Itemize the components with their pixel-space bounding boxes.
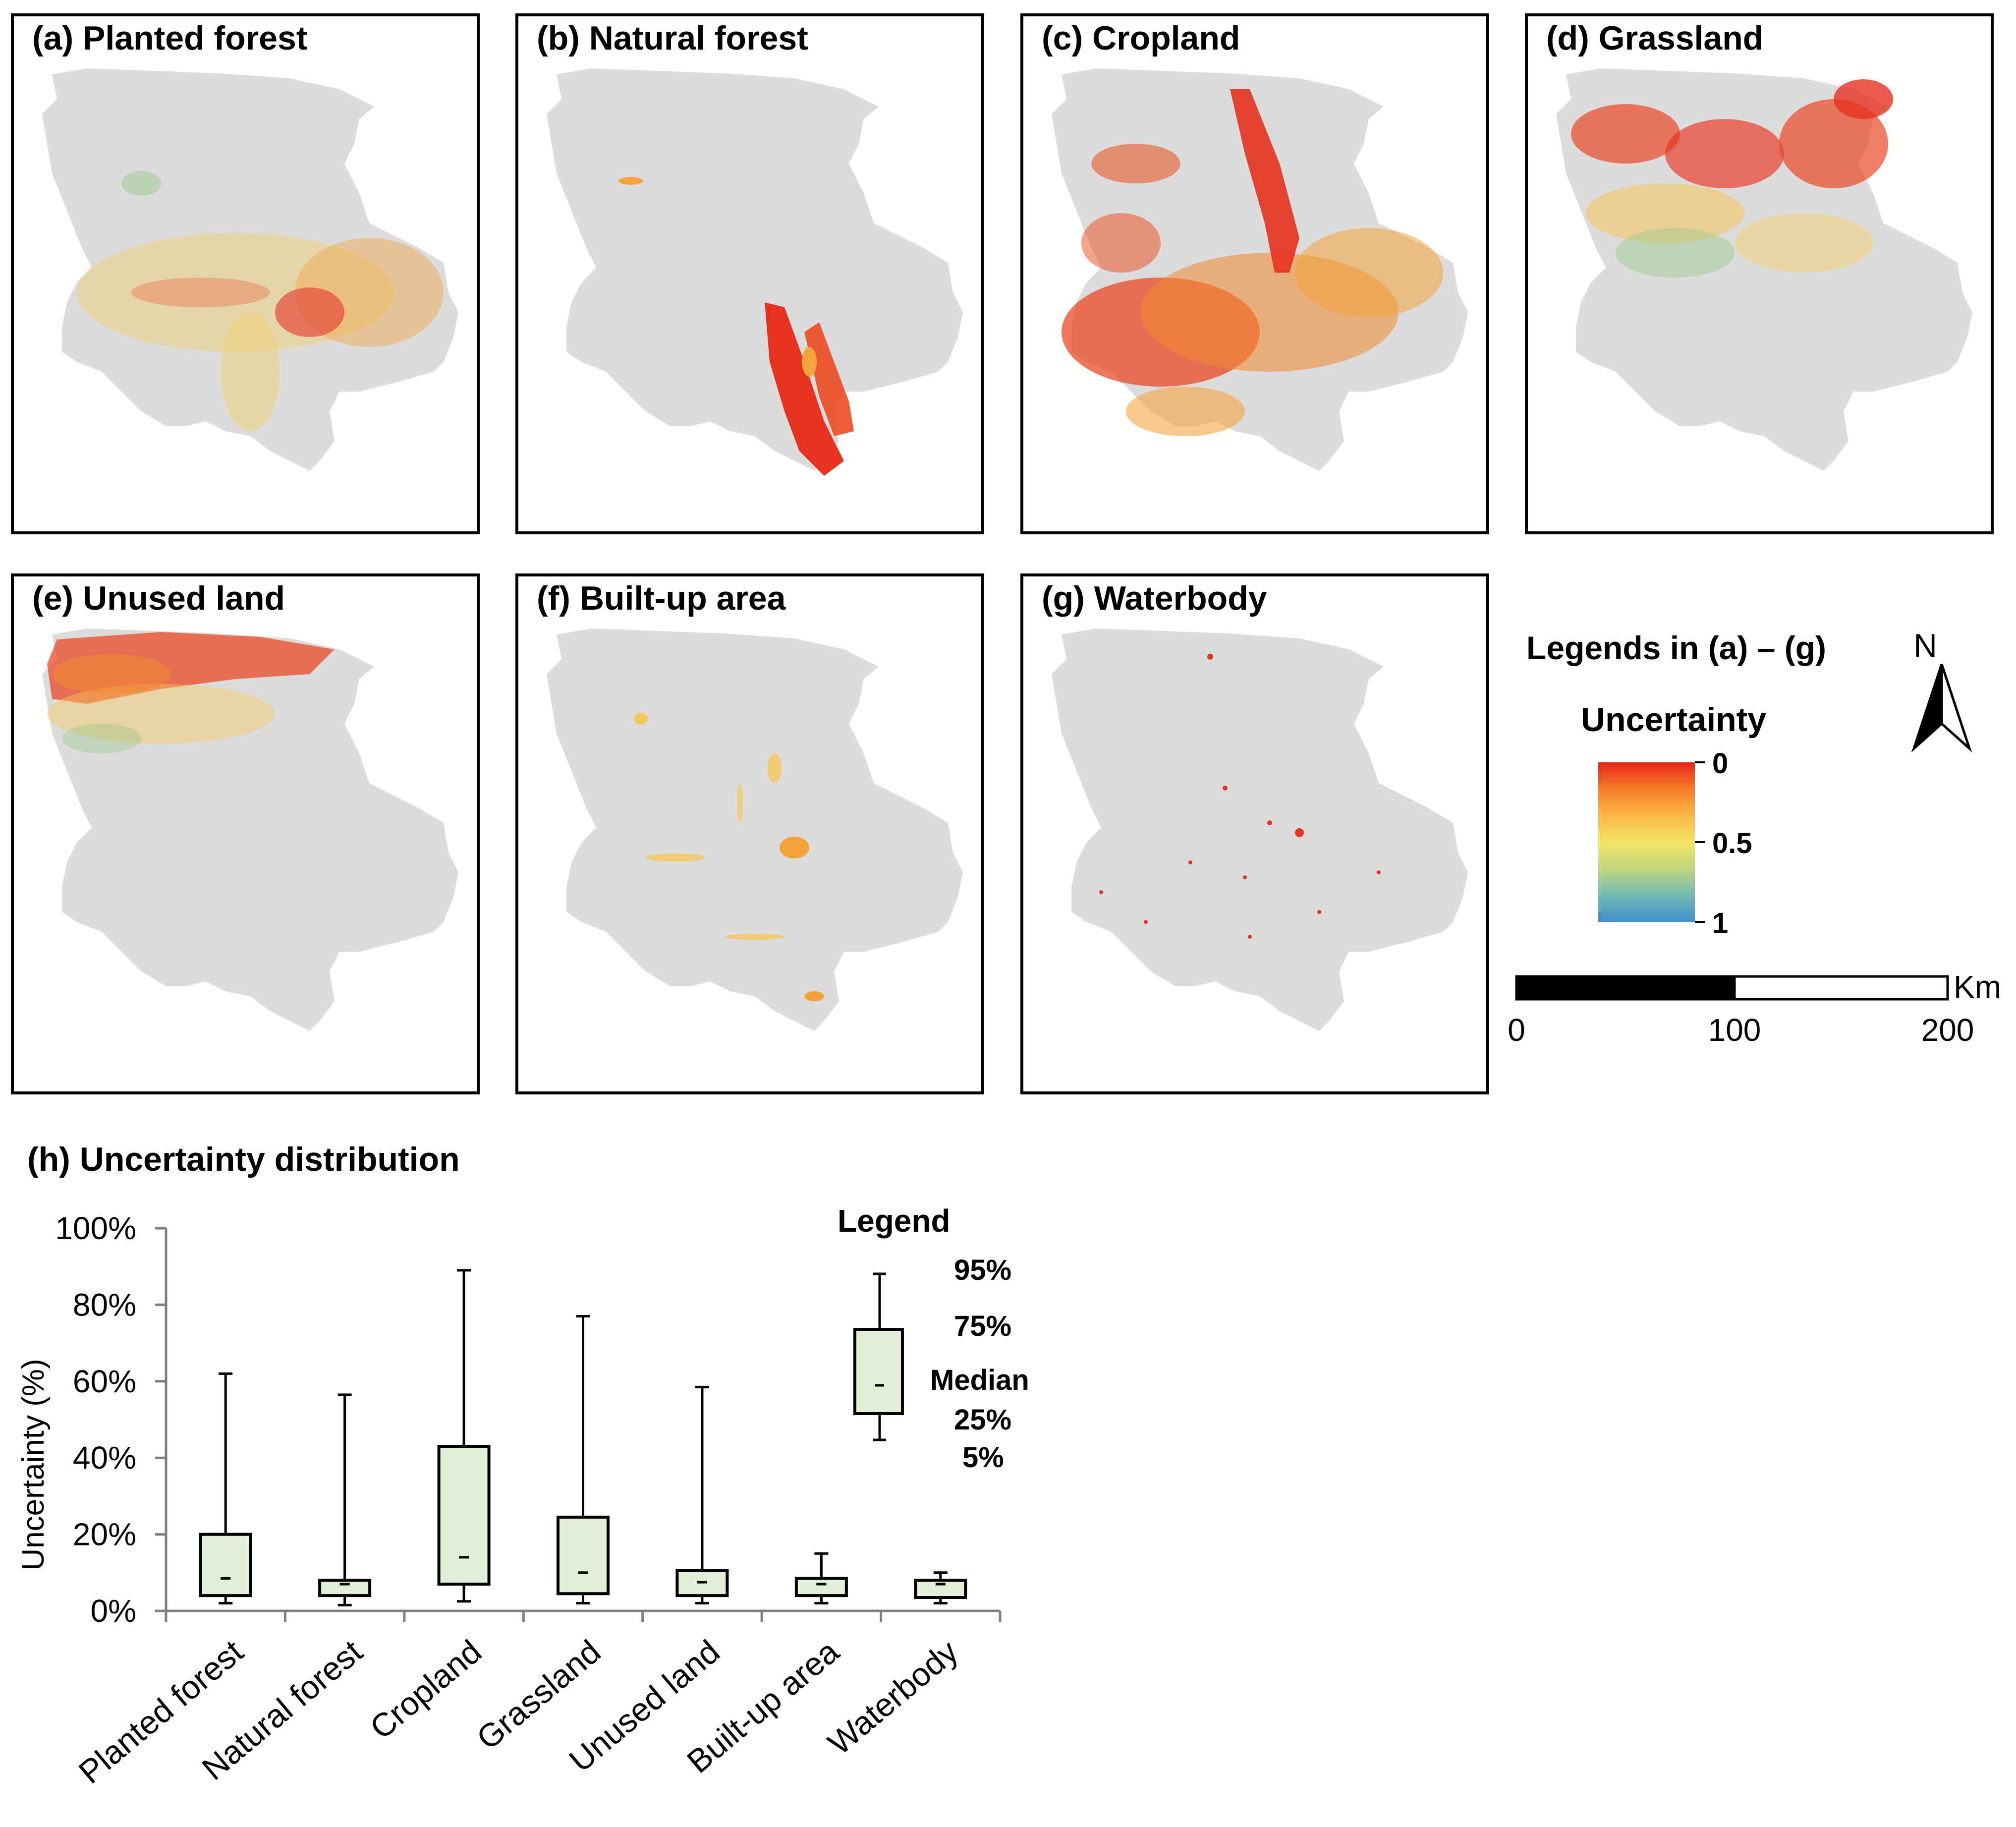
box-built-up-area [796, 1553, 846, 1603]
scale-tick-200: 200 [1921, 1012, 1974, 1048]
legend-label-25: 25% [954, 1404, 1011, 1436]
x-tick-label: Cropland [363, 1633, 488, 1746]
scale-tick-0: 0 [1508, 1012, 1525, 1048]
panel-title: (f) Built-up area [537, 579, 786, 617]
legend-box [855, 1329, 902, 1414]
box-iqr [320, 1580, 370, 1596]
box-natural-forest [320, 1395, 370, 1605]
panel-title: (g) Waterbody [1042, 579, 1267, 617]
panel-planted-forest: (a) Planted forest [12, 15, 478, 533]
colorbar [1598, 762, 1695, 922]
panel-title: (b) Natural forest [537, 19, 808, 57]
box-planted-forest [201, 1373, 251, 1603]
scale-tick-100: 100 [1708, 1012, 1761, 1048]
legend-label-95: 95% [954, 1254, 1011, 1286]
box-iqr [201, 1535, 251, 1596]
panel-natural-forest: (b) Natural forest [517, 15, 983, 533]
panel-waterbody: (g) Waterbody [1022, 575, 1488, 1093]
panel-unused-land: (e) Unused land [12, 575, 478, 1093]
panel-title: (a) Planted forest [32, 19, 307, 57]
y-tick-label: 20% [73, 1517, 136, 1552]
panel-title: (e) Unused land [32, 579, 285, 617]
y-tick-label: 60% [73, 1364, 136, 1399]
colorbar-tick-mid: 0.5 [1712, 827, 1752, 859]
north-label: N [1913, 627, 1937, 664]
y-tick-label: 40% [73, 1440, 136, 1476]
y-axis-label: Uncertainty (%) [16, 1359, 51, 1570]
scale-bar: Km 0 100 200 [1508, 969, 2001, 1048]
x-tick-label: Waterbody [821, 1633, 965, 1762]
legend-label-5: 5% [962, 1441, 1004, 1474]
boxplot-legend: Legend 95% 75% Median 25% 5% [838, 1203, 1029, 1474]
map-legend: Legends in (a) – (g) Uncertainty 0 0.5 1… [1508, 627, 2001, 1048]
box-grassland [558, 1316, 608, 1603]
colorbar-title: Uncertainty [1581, 701, 1766, 739]
legend-label-75: 75% [954, 1310, 1011, 1342]
panel-cropland: (c) Cropland [1022, 15, 1488, 533]
y-tick-label: 100% [55, 1210, 136, 1246]
panel-built-up-area: (f) Built-up area [517, 575, 983, 1093]
colorbar-tick-1: 1 [1712, 907, 1728, 939]
boxplot-legend-heading: Legend [838, 1203, 951, 1239]
box-iqr [796, 1578, 846, 1596]
box-cropland [439, 1270, 489, 1601]
box-iqr [439, 1446, 489, 1584]
chart-title: (h) Uncertainty distribution [27, 1141, 460, 1178]
panel-title: (c) Cropland [1042, 19, 1240, 57]
box-iqr [558, 1517, 608, 1594]
panel-grassland: (d) Grassland [1526, 15, 1992, 533]
map-legend-heading: Legends in (a) – (g) [1526, 629, 1826, 666]
y-tick-label: 0% [91, 1593, 137, 1629]
plot-layer: 0%20%40%60%80%100%Planted forestNatural … [55, 1210, 1000, 1790]
box-iqr [915, 1580, 965, 1598]
legend-label-median: Median [930, 1364, 1029, 1396]
north-arrow-icon: N [1913, 627, 1969, 748]
box-waterbody [915, 1573, 965, 1603]
map-panels: (a) Planted forest (b) Natural forest (c… [0, 0, 2016, 1115]
scale-unit: Km [1954, 969, 2001, 1005]
y-tick-label: 80% [73, 1287, 136, 1322]
panel-title: (d) Grassland [1546, 19, 1763, 57]
box-unused-land [677, 1387, 727, 1603]
colorbar-tick-0: 0 [1712, 747, 1728, 780]
uncertainty-boxplot: (h) Uncertainty distribution Uncertainty… [0, 1115, 2016, 1827]
